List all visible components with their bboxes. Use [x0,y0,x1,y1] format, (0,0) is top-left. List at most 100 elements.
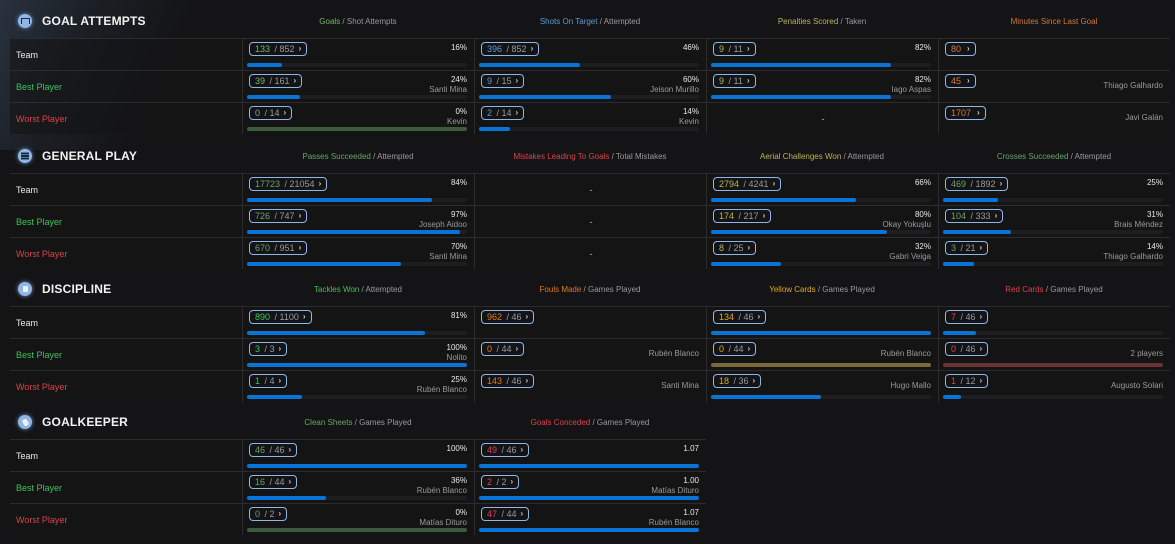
stat-value-button[interactable]: 0 / 46 › [945,342,989,356]
stat-denominator: / 21054 [282,179,315,189]
stat-value-button[interactable]: 0 / 2 › [249,507,288,521]
stat-numerator: 143 [487,376,503,386]
stat-value-button[interactable]: 1 / 4 › [249,374,288,388]
progress-bar-fill [247,230,461,234]
progress-bar [711,198,931,202]
stat-denominator: / 44 [267,477,285,487]
column-header-key: Clean Sheets [304,417,353,427]
stat-value-button[interactable]: 962 / 46 › [481,310,535,324]
section-title: GOALKEEPER [42,415,129,429]
player-name: Rubén Blanco [416,486,467,495]
stat-numerator: 469 [951,179,967,189]
column-header-rest: / Taken [838,16,867,26]
chevron-right-icon: › [977,108,980,117]
column-header-key: Red Cards [1005,284,1044,294]
stat-numerator: 1 [951,376,957,386]
stat-value-button[interactable]: 18 / 36 › [713,374,762,388]
progress-bar [711,395,931,399]
stat-value-button[interactable]: 0 / 44 › [481,342,525,356]
progress-bar-fill [711,331,931,335]
stat-numerator: 47 [487,509,498,519]
progress-bar [943,331,1163,335]
stat-cell: 143 / 46 › Santi Mina [474,371,707,402]
row-label: Worst Player [16,248,68,259]
stat-percentage: 82% [914,43,931,52]
stat-value-button[interactable]: 104 / 333 › [945,209,1004,223]
stat-value-button[interactable]: 80 › [945,42,976,56]
stat-value-button[interactable]: 2 / 14 › [481,106,525,120]
chevron-right-icon: › [757,312,761,321]
column-header: Passes Succeeded / Attempted [242,139,474,173]
stat-value-button[interactable]: 49 / 46 › [481,443,530,457]
row-label: Team [16,450,39,461]
stat-value-button[interactable]: 3 / 21 › [945,241,989,255]
stat-cell: 9 / 11 › 82% Iago Aspas [706,71,939,102]
stat-cell: 47 / 44 › 1.07 Rubén Blanco [474,504,707,535]
stat-value-button[interactable]: 9 / 11 › [713,42,756,56]
stat-value-button[interactable]: 17723 / 21054 › [249,177,328,191]
chevron-right-icon: › [746,76,750,85]
chevron-right-icon: › [979,243,983,252]
stat-value-button[interactable]: 174 / 217 › [713,209,772,223]
column-header: Yellow Cards / Games Played [706,272,938,306]
row-label: Team [16,317,39,328]
stat-cell: 0 / 44 › Rubén Blanco [706,339,939,370]
row-label: Team [16,184,39,195]
stat-value-button[interactable]: 47 / 44 › [481,507,530,521]
stat-value-button[interactable]: 39 / 161 › [249,74,303,88]
stat-value-button[interactable]: 133 / 852 › [249,42,308,56]
stat-denominator: / 14 [262,108,280,118]
stat-percentage: 100% [446,343,467,352]
progress-bar [247,63,467,67]
stat-numerator: 8 [719,243,725,253]
stat-value-button[interactable]: 726 / 747 › [249,209,308,223]
progress-bar [247,262,467,266]
stat-numerator: 2 [487,477,493,487]
chevron-right-icon: › [288,477,292,486]
stat-value-button[interactable]: 3 / 3 › [249,342,288,356]
column-header: Minutes Since Last Goal [938,4,1170,38]
stat-value-button[interactable]: 1 / 12 › [945,374,989,388]
stat-value-button[interactable]: 45 › [945,74,976,88]
row-label: Best Player [16,482,63,493]
chevron-right-icon: › [762,211,766,220]
stat-value-button[interactable]: 396 / 852 › [481,42,540,56]
stat-value-button[interactable]: 46 / 46 › [249,443,298,457]
progress-bar-fill [479,127,510,131]
stat-value-button[interactable]: 1707 › [945,106,986,120]
progress-bar [247,95,467,99]
progress-bar-fill [247,496,327,500]
progress-bar [711,63,931,67]
stat-value-button[interactable]: 0 / 44 › [713,342,757,356]
stat-value-button[interactable]: 9 / 11 › [713,74,756,88]
progress-bar-fill [479,63,581,67]
progress-bar [247,496,467,500]
stat-value-button[interactable]: 7 / 46 › [945,310,989,324]
stat-value-button[interactable]: 2794 / 4241 › [713,177,782,191]
chevron-right-icon: › [515,344,519,353]
row-label: Team [16,49,39,60]
stat-value-button[interactable]: 670 / 951 › [249,241,308,255]
stat-value-button[interactable]: 143 / 46 › [481,374,535,388]
stat-percentage: 24% [450,75,467,84]
stat-value-button[interactable]: 9 / 15 › [481,74,525,88]
stat-value-button[interactable]: 0 / 14 › [249,106,293,120]
stat-value-button[interactable]: 8 / 25 › [713,241,757,255]
stat-value-button[interactable]: 890 / 1100 › [249,310,312,324]
stat-denominator: / 46 [958,312,976,322]
stat-value-button[interactable]: 469 / 1892 › [945,177,1009,191]
section-title: DISCIPLINE [42,282,112,296]
progress-bar-fill [711,95,892,99]
stat-value-button[interactable]: 2 / 2 › [481,475,520,489]
column-header: Red Cards / Games Played [938,272,1170,306]
general-play-icon [18,149,32,163]
stat-value-button[interactable]: 16 / 44 › [249,475,298,489]
player-name: Jeison Murillo [650,85,699,94]
progress-bar [247,331,467,335]
stat-cell: 0 / 14 › 0% Kevin [242,103,475,134]
column-header-rest: / Total Mistakes [609,151,667,161]
stat-percentage: 1.00 [683,476,699,485]
progress-bar [247,464,467,468]
stat-value-button[interactable]: 134 / 46 › [713,310,767,324]
stat-row-best: Best Player 3 / 3 › 100% Nolito 0 / 44 › Rubén … [10,338,1170,370]
